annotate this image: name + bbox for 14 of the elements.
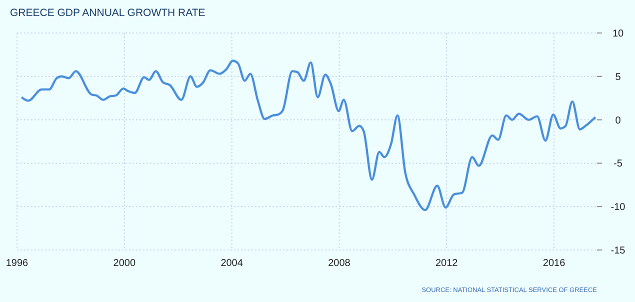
x-tick-label: 2004	[220, 258, 244, 269]
y-tick-label: 0	[615, 115, 622, 126]
x-tick-label: 2000	[113, 258, 136, 269]
x-tick-label: 1996	[6, 258, 29, 269]
y-tick-label: -5	[614, 158, 623, 170]
x-tick-label: 2016	[542, 258, 566, 269]
x-tick-label: 2008	[328, 258, 351, 269]
y-tick-label: -10	[610, 202, 626, 214]
y-tick-label: -15	[610, 246, 626, 256]
y-tick-label: 10	[612, 28, 624, 40]
line-series	[20, 60, 596, 212]
chart-title: GREECE GDP ANNUAL GROWTH RATE	[10, 7, 206, 19]
x-tick-label: 2012	[436, 258, 458, 269]
y-tick-label: 5	[615, 72, 622, 83]
